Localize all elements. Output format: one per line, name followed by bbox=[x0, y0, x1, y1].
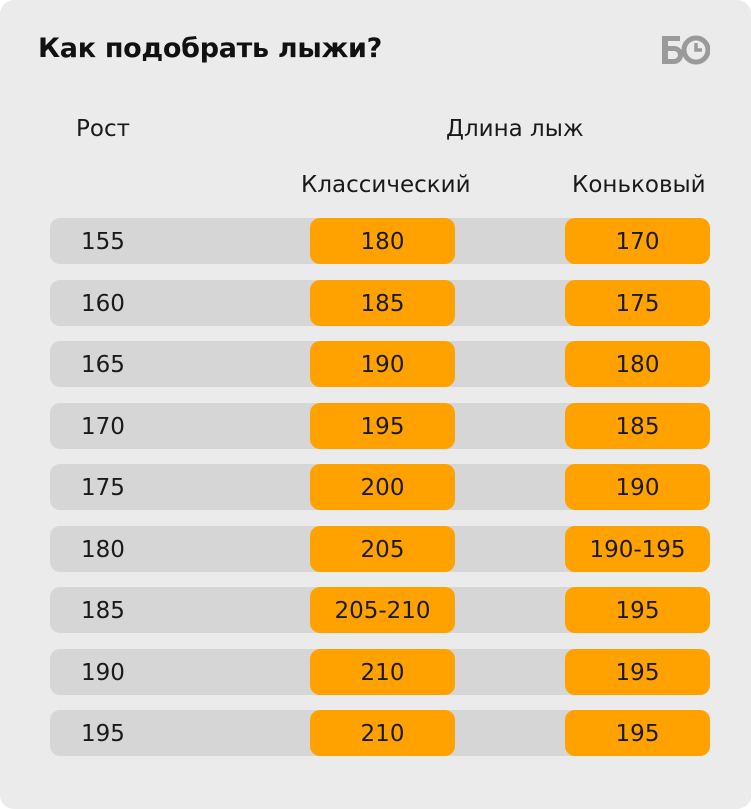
skate-length-value: 185 bbox=[565, 402, 710, 449]
skate-length-value: 195 bbox=[565, 587, 710, 633]
skate-length-value: 175 bbox=[565, 279, 710, 326]
skate-length-value: 195 bbox=[565, 710, 710, 756]
table-row: 155 180 170 bbox=[50, 218, 710, 264]
classic-length-value: 195 bbox=[310, 402, 455, 449]
height-value: 195 bbox=[81, 721, 125, 747]
height-value: 155 bbox=[81, 229, 125, 255]
header-classic: Классический bbox=[301, 172, 471, 198]
page-title: Как подобрать лыжи? bbox=[38, 33, 383, 64]
table-row: 170 195 185 bbox=[50, 402, 710, 449]
table-row: 180 205 190-195 bbox=[50, 525, 710, 572]
classic-length-value: 210 bbox=[310, 648, 455, 695]
classic-length-value: 200 bbox=[310, 464, 455, 510]
height-value: 175 bbox=[81, 475, 125, 501]
height-value: 165 bbox=[81, 352, 125, 378]
skate-length-value: 190 bbox=[565, 464, 710, 510]
classic-length-value: 205 bbox=[310, 525, 455, 572]
table-row: 190 210 195 bbox=[50, 648, 710, 695]
classic-length-value: 180 bbox=[310, 218, 455, 264]
classic-length-value: 185 bbox=[310, 279, 455, 326]
classic-length-value: 190 bbox=[310, 341, 455, 387]
header-height: Рост bbox=[76, 116, 130, 142]
ski-size-table: 155 180 170 160 185 175 165 190 180 170 … bbox=[50, 218, 710, 772]
table-row: 185 205-210 195 bbox=[50, 587, 710, 633]
height-value: 170 bbox=[81, 413, 125, 440]
table-row: 165 190 180 bbox=[50, 341, 710, 387]
table-row: 160 185 175 bbox=[50, 279, 710, 326]
header-ski-length: Длина лыж bbox=[446, 116, 584, 142]
skate-length-value: 170 bbox=[565, 218, 710, 264]
height-value: 180 bbox=[81, 536, 125, 563]
skate-length-value: 190-195 bbox=[565, 525, 710, 572]
height-value: 160 bbox=[81, 290, 125, 317]
height-value: 185 bbox=[81, 598, 125, 624]
table-row: 195 210 195 bbox=[50, 710, 710, 756]
bo-logo-icon bbox=[662, 35, 710, 65]
classic-length-value: 205-210 bbox=[310, 587, 455, 633]
skate-length-value: 180 bbox=[565, 341, 710, 387]
classic-length-value: 210 bbox=[310, 710, 455, 756]
skate-length-value: 195 bbox=[565, 648, 710, 695]
table-row: 175 200 190 bbox=[50, 464, 710, 510]
header-skate: Коньковый bbox=[572, 172, 706, 198]
height-value: 190 bbox=[81, 659, 125, 686]
